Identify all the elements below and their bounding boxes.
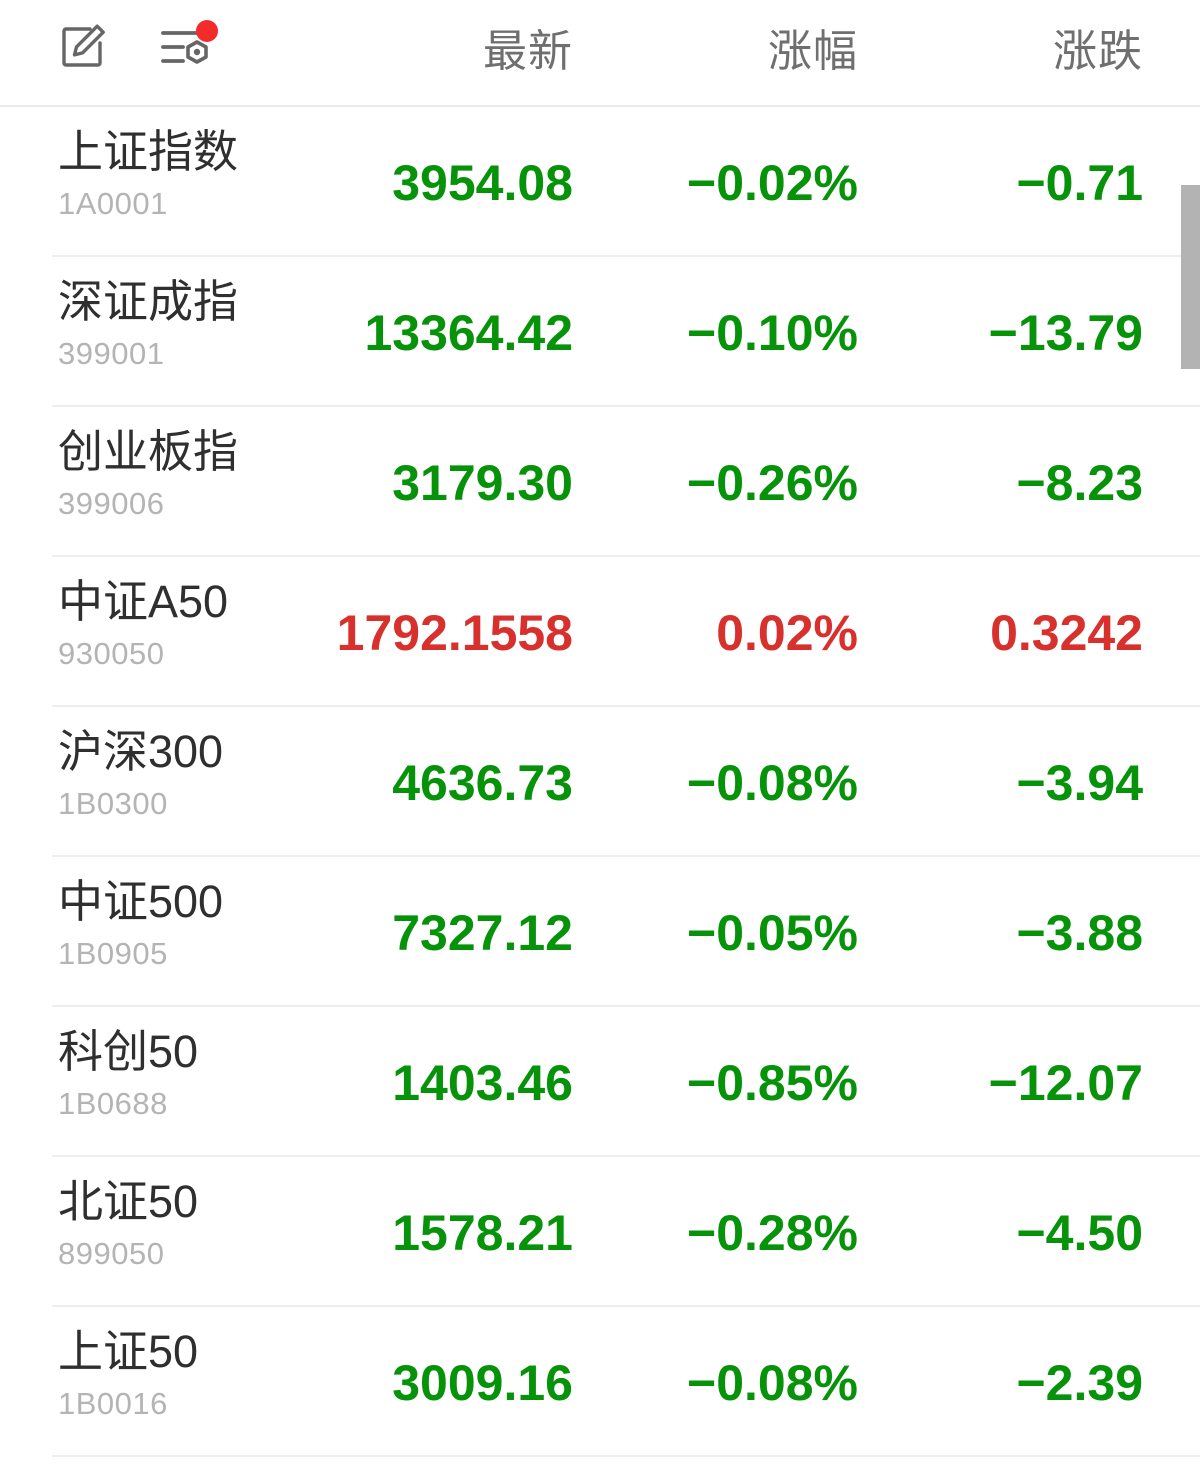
- cell-change-pct: −0.05%: [687, 905, 858, 961]
- index-code: 399006: [58, 486, 165, 521]
- cell-change-pct: −0.85%: [687, 1055, 858, 1111]
- table-row[interactable]: 深证成指 399001 13364.42 −0.10% −13.79: [0, 257, 1200, 407]
- cell-latest: 1578.21: [392, 1205, 573, 1261]
- scrollbar-thumb[interactable]: [1181, 185, 1200, 369]
- cell-change-abs: 0.3242: [990, 605, 1143, 661]
- table-row[interactable]: 上证指数 1A0001 3954.08 −0.02% −0.71: [0, 107, 1200, 257]
- cell-latest: 7327.12: [392, 905, 573, 961]
- index-code: 930050: [58, 636, 165, 671]
- index-name: 科创50: [58, 1026, 199, 1077]
- table-row[interactable]: 上证50 1B0016 3009.16 −0.08% −2.39: [0, 1307, 1200, 1457]
- cell-latest: 3954.08: [392, 155, 573, 211]
- index-identity: 上证指数 1A0001: [58, 123, 388, 227]
- index-identity: 创业板指 399006: [58, 423, 388, 527]
- table-row[interactable]: 中证500 1B0905 7327.12 −0.05% −3.88: [0, 857, 1200, 1007]
- cell-change-pct: −0.26%: [687, 455, 858, 511]
- edit-list-button[interactable]: [46, 18, 118, 80]
- column-header-change-pct[interactable]: 涨幅: [768, 27, 858, 76]
- cell-latest: 1792.1558: [336, 605, 573, 661]
- index-identity: 北证50 899050: [58, 1173, 388, 1277]
- index-code: 1B0300: [58, 786, 168, 821]
- table-row[interactable]: 创业板指 399006 3179.30 −0.26% −8.23: [0, 407, 1200, 557]
- cell-change-pct: −0.08%: [687, 1355, 858, 1411]
- table-row[interactable]: 科创50 1B0688 1403.46 −0.85% −12.07: [0, 1007, 1200, 1157]
- index-name: 中证A50: [58, 576, 229, 627]
- column-headers: 最新 涨幅 涨跌: [0, 0, 1200, 105]
- cell-latest: 3009.16: [392, 1355, 573, 1411]
- cell-change-abs: −3.88: [1016, 905, 1143, 961]
- vertical-scrollbar[interactable]: [1181, 109, 1200, 1469]
- cell-change-abs: −8.23: [1016, 455, 1143, 511]
- cell-latest: 13364.42: [364, 305, 573, 361]
- index-name: 北证50: [58, 1176, 199, 1227]
- column-header-change-abs[interactable]: 涨跌: [1053, 27, 1143, 76]
- cell-latest: 3179.30: [392, 455, 573, 511]
- cell-change-pct: −0.28%: [687, 1205, 858, 1261]
- index-code: 399001: [58, 336, 165, 371]
- cell-change-abs: −12.07: [988, 1055, 1143, 1111]
- index-identity: 沪深300 1B0300: [58, 723, 388, 827]
- notification-badge-dot: [196, 20, 218, 42]
- index-name: 深证成指: [58, 276, 239, 327]
- list-header: 最新 涨幅 涨跌: [0, 0, 1200, 107]
- header-icon-group: [46, 18, 222, 80]
- index-identity: 科创50 1B0688: [58, 1023, 388, 1127]
- index-name: 沪深300: [58, 726, 224, 777]
- index-name: 创业板指: [58, 426, 239, 477]
- column-header-latest[interactable]: 最新: [483, 27, 573, 76]
- quote-row-list: 上证指数 1A0001 3954.08 −0.02% −0.71 深证成指 39…: [0, 107, 1200, 1457]
- cell-change-abs: −13.79: [988, 305, 1143, 361]
- index-identity: 深证成指 399001: [58, 273, 388, 377]
- index-code: 1B0688: [58, 1086, 168, 1121]
- filter-settings-icon: [157, 19, 215, 80]
- cell-change-pct: −0.08%: [687, 755, 858, 811]
- cell-change-abs: −3.94: [1016, 755, 1143, 811]
- cell-change-abs: −0.71: [1016, 155, 1143, 211]
- index-code: 1B0905: [58, 936, 168, 971]
- edit-square-pencil-icon: [54, 19, 110, 80]
- index-code: 1A0001: [58, 186, 168, 221]
- cell-latest: 4636.73: [392, 755, 573, 811]
- cell-latest: 1403.46: [392, 1055, 573, 1111]
- table-row[interactable]: 中证A50 930050 1792.1558 0.02% 0.3242: [0, 557, 1200, 707]
- index-name: 中证500: [58, 876, 224, 927]
- cell-change-abs: −4.50: [1016, 1205, 1143, 1261]
- cell-change-pct: −0.02%: [687, 155, 858, 211]
- index-code: 899050: [58, 1236, 165, 1271]
- filter-settings-button[interactable]: [150, 18, 222, 80]
- index-identity: 上证50 1B0016: [58, 1323, 388, 1427]
- index-name: 上证50: [58, 1326, 199, 1377]
- index-identity: 中证500 1B0905: [58, 873, 388, 977]
- table-row[interactable]: 沪深300 1B0300 4636.73 −0.08% −3.94: [0, 707, 1200, 857]
- table-row[interactable]: 北证50 899050 1578.21 −0.28% −4.50: [0, 1157, 1200, 1307]
- index-name: 上证指数: [58, 126, 239, 177]
- index-code: 1B0016: [58, 1386, 168, 1421]
- cell-change-pct: 0.02%: [716, 605, 858, 661]
- cell-change-abs: −2.39: [1016, 1355, 1143, 1411]
- cell-change-pct: −0.10%: [687, 305, 858, 361]
- index-identity: 中证A50 930050: [58, 573, 388, 677]
